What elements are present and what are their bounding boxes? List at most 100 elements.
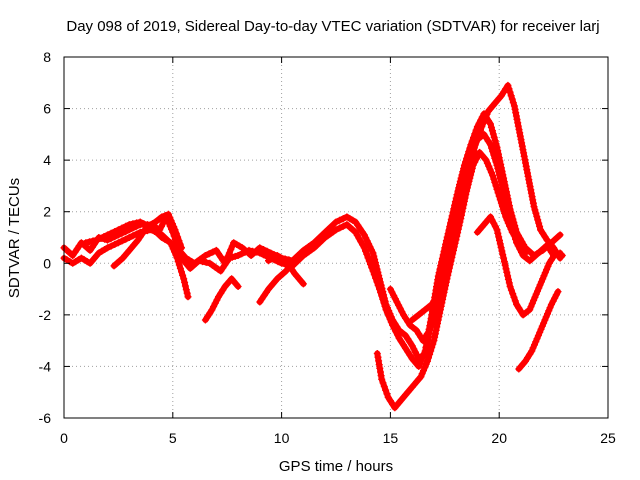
data-point-marker — [362, 234, 370, 242]
data-point-marker — [457, 198, 465, 206]
data-series — [60, 81, 566, 412]
data-point-marker — [111, 240, 119, 248]
data-point-marker — [507, 286, 515, 294]
data-point-marker — [379, 295, 387, 303]
data-point-marker — [382, 306, 390, 314]
data-point-marker — [430, 313, 438, 321]
data-point-marker — [482, 113, 490, 121]
data-point-marker — [449, 237, 457, 245]
data-point-marker — [545, 307, 553, 315]
data-point-marker — [471, 141, 479, 149]
data-point-marker — [133, 219, 140, 227]
data-point-marker — [456, 206, 464, 213]
data-point-marker — [533, 335, 541, 343]
data-point-marker — [494, 229, 502, 237]
data-point-marker — [483, 110, 491, 118]
data-point-marker — [227, 246, 235, 253]
data-point-marker — [444, 257, 452, 265]
data-point-marker — [238, 250, 246, 258]
data-point-marker — [536, 281, 544, 289]
data-point-marker — [554, 288, 562, 296]
data-point-marker — [420, 367, 427, 375]
data-point-marker — [370, 252, 378, 260]
data-point-marker — [519, 146, 527, 154]
data-point-marker — [522, 159, 529, 167]
data-point-marker — [378, 292, 386, 300]
data-point-marker — [446, 223, 454, 230]
data-point-marker — [463, 174, 471, 181]
data-point-marker — [339, 222, 347, 230]
data-point-marker — [336, 224, 344, 232]
data-point-marker — [437, 262, 445, 269]
data-point-marker — [455, 184, 463, 192]
data-point-marker — [164, 210, 172, 218]
data-point-marker — [447, 244, 455, 252]
data-point-marker — [491, 223, 499, 230]
data-point-marker — [178, 268, 185, 276]
data-point-marker — [444, 230, 452, 238]
data-point-marker — [396, 304, 404, 312]
data-point-marker — [435, 287, 443, 295]
data-point-marker — [199, 258, 206, 266]
data-point-marker — [390, 324, 398, 332]
data-point-marker — [228, 242, 236, 250]
data-point-marker — [457, 174, 465, 182]
data-point-marker — [525, 179, 533, 187]
data-point-marker — [503, 188, 510, 196]
data-point-marker — [490, 175, 498, 183]
data-point-marker — [500, 178, 508, 186]
x-tick-label: 20 — [491, 430, 507, 446]
data-point-marker — [178, 244, 185, 252]
data-point-marker — [542, 313, 550, 321]
data-point-marker — [427, 323, 435, 331]
y-tick-label: 0 — [43, 255, 51, 271]
data-point-marker — [541, 269, 549, 277]
data-point-marker — [513, 115, 521, 123]
series-track-d — [110, 210, 185, 270]
data-point-marker — [458, 195, 466, 203]
data-point-marker — [558, 252, 566, 259]
data-point-marker — [491, 179, 499, 186]
data-point-marker — [506, 222, 514, 230]
data-point-marker — [380, 299, 388, 307]
data-point-marker — [373, 350, 381, 357]
data-point-marker — [532, 209, 540, 217]
data-point-marker — [161, 212, 169, 220]
data-point-marker — [431, 333, 439, 341]
data-point-marker — [526, 182, 534, 190]
data-point-marker — [442, 240, 450, 248]
data-point-marker — [454, 213, 462, 221]
data-point-marker — [429, 340, 437, 348]
data-point-marker — [496, 196, 504, 204]
data-point-marker — [456, 181, 463, 189]
data-point-marker — [495, 150, 502, 158]
data-point-marker — [208, 306, 216, 314]
data-point-marker — [445, 254, 453, 261]
data-point-marker — [390, 292, 398, 299]
data-point-marker — [495, 233, 503, 241]
series-track-j — [408, 213, 462, 324]
data-point-marker — [371, 255, 379, 263]
data-point-marker — [486, 165, 494, 173]
data-point-marker — [487, 123, 495, 131]
data-point-marker — [378, 375, 386, 383]
data-point-marker — [470, 147, 478, 155]
data-point-marker — [507, 92, 515, 100]
data-point-marker — [439, 251, 447, 259]
data-point-marker — [376, 285, 383, 293]
data-point-marker — [495, 192, 503, 200]
data-point-marker — [363, 250, 371, 258]
data-point-marker — [362, 247, 369, 255]
data-point-marker — [470, 144, 478, 152]
data-point-marker — [172, 251, 180, 259]
x-axis-label: GPS time / hours — [279, 458, 393, 475]
data-point-marker — [510, 102, 518, 110]
data-point-marker — [501, 209, 509, 217]
data-point-marker — [367, 260, 374, 268]
data-point-marker — [452, 194, 460, 202]
data-point-marker — [386, 285, 394, 293]
data-point-marker — [497, 160, 505, 168]
data-point-marker — [509, 99, 517, 107]
data-point-marker — [460, 188, 468, 196]
data-point-marker — [260, 251, 267, 259]
